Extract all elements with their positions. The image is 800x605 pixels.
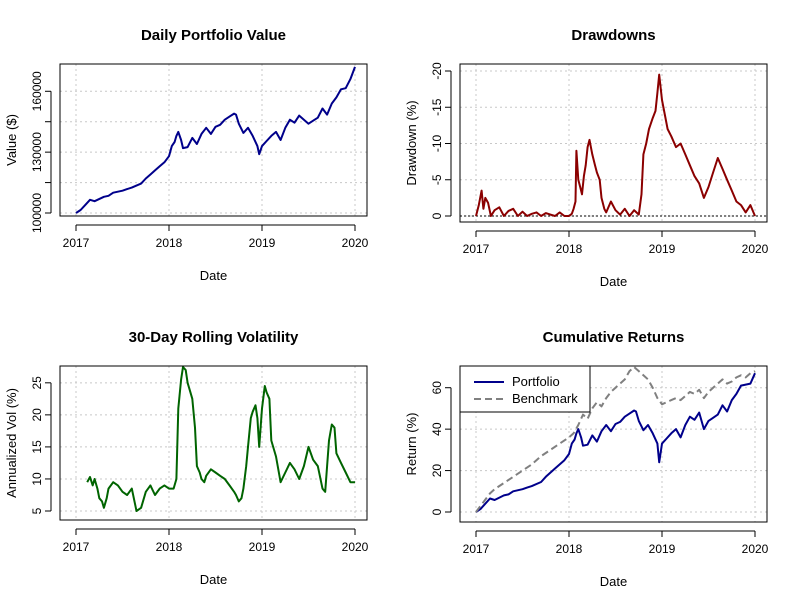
- y-axis: 0 -5 -10 -15 -20 Drawdown (%): [404, 62, 452, 219]
- x-axis-label: Date: [600, 274, 627, 289]
- x-tick-label: 2017: [63, 540, 90, 554]
- chart-title: Daily Portfolio Value: [141, 27, 286, 44]
- y-tick-label: -10: [430, 135, 444, 153]
- chart-panel: Drawdowns 2017 2018 2019 2020 Date 0 -5 -10 -15 -2…: [404, 27, 769, 289]
- chart-panel: Daily Portfolio Value 2017 2018 2019 2020 Dat…: [4, 27, 369, 283]
- series-line: [475, 73, 756, 217]
- x-tick-label: 2020: [742, 242, 769, 256]
- y-tick-label: 20: [430, 464, 444, 478]
- plot-frame: [459, 63, 768, 223]
- y-axis: 5 10 15 20 25 Annualized Vol (%): [4, 376, 52, 514]
- x-axis-label: Date: [200, 572, 227, 587]
- y-tick-label: 60: [430, 381, 444, 395]
- series-line-benchmark: [475, 366, 756, 513]
- y-tick-label: 0: [430, 212, 444, 219]
- x-tick-label: 2017: [63, 236, 90, 250]
- x-axis: 2017 2018 2019 2020 Date: [63, 528, 369, 587]
- chart-title: Drawdowns: [571, 27, 655, 44]
- series-line: [75, 66, 356, 214]
- series-line: [86, 366, 355, 512]
- x-tick-label: 2020: [342, 236, 369, 250]
- y-tick-label: -15: [430, 98, 444, 116]
- y-tick-label: 15: [30, 440, 44, 454]
- x-tick-label: 2018: [156, 236, 183, 250]
- y-axis: 0 20 40 60 Return (%): [404, 381, 452, 515]
- grid-lines: [60, 64, 367, 216]
- legend: Portfolio Benchmark: [459, 365, 591, 413]
- chart-title: 30-Day Rolling Volatility: [129, 329, 299, 346]
- x-tick-label: 2017: [463, 242, 490, 256]
- x-tick-label: 2018: [556, 242, 583, 256]
- legend-box: [459, 365, 591, 413]
- x-tick-label: 2019: [249, 236, 276, 250]
- y-axis: 100000 130000 160000 Value ($): [4, 71, 52, 233]
- x-tick-label: 2017: [463, 542, 490, 556]
- x-tick-label: 2018: [156, 540, 183, 554]
- series-line-portfolio: [475, 372, 756, 513]
- x-axis-label: Date: [600, 574, 627, 589]
- y-tick-label: 10: [30, 472, 44, 486]
- x-tick-label: 2019: [649, 542, 676, 556]
- grid-lines: [460, 64, 767, 222]
- y-tick-label: 25: [30, 376, 44, 390]
- chart-title: Cumulative Returns: [543, 329, 685, 346]
- y-tick-label: 100000: [30, 193, 44, 233]
- y-tick-label: 130000: [30, 132, 44, 172]
- x-axis: 2017 2018 2019 2020 Date: [63, 224, 369, 283]
- y-tick-label: 0: [430, 508, 444, 515]
- grid-lines: [60, 366, 367, 520]
- y-tick-label: 160000: [30, 71, 44, 111]
- legend-label: Benchmark: [512, 391, 578, 406]
- legend-label: Portfolio: [512, 374, 560, 389]
- x-axis: 2017 2018 2019 2020 Date: [463, 230, 769, 289]
- x-tick-label: 2020: [742, 542, 769, 556]
- y-axis-label: Value ($): [4, 114, 19, 166]
- x-tick-label: 2020: [342, 540, 369, 554]
- plot-frame: [459, 365, 768, 523]
- x-tick-label: 2019: [649, 242, 676, 256]
- y-axis-label: Return (%): [404, 413, 419, 476]
- y-tick-label: -20: [430, 62, 444, 80]
- chart-panel: Cumulative Returns 2017 2018 2019 2020 Date 0 2…: [404, 329, 769, 589]
- y-tick-label: -5: [430, 174, 444, 185]
- x-axis-label: Date: [200, 268, 227, 283]
- y-tick-label: 5: [30, 507, 44, 514]
- y-tick-label: 20: [30, 408, 44, 422]
- plot-frame: [59, 63, 368, 217]
- y-tick-label: 40: [430, 422, 444, 436]
- plot-frame: [59, 365, 368, 521]
- x-tick-label: 2018: [556, 542, 583, 556]
- y-axis-label: Annualized Vol (%): [4, 388, 19, 498]
- x-axis: 2017 2018 2019 2020 Date: [463, 530, 769, 589]
- x-tick-label: 2019: [249, 540, 276, 554]
- y-axis-label: Drawdown (%): [404, 100, 419, 185]
